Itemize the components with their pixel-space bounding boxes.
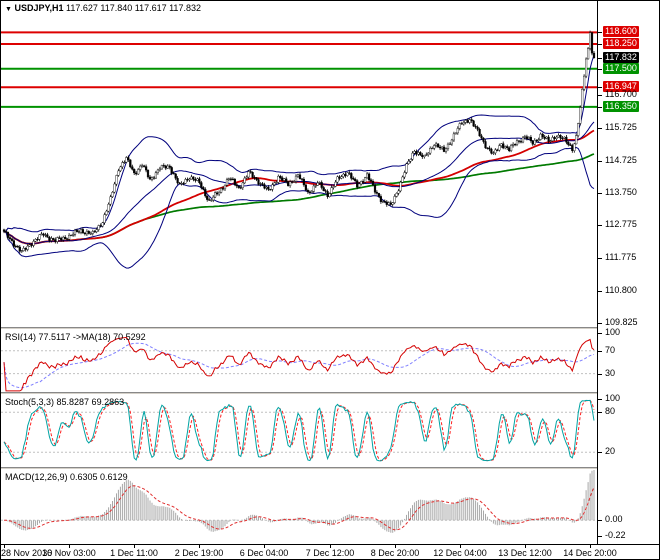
price-axis-label: 113.750: [605, 187, 637, 197]
chart-title: ▼ USDJPY,H1 117.627 117.840 117.617 117.…: [5, 3, 201, 13]
time-axis-label: 13 Dec 12:00: [498, 548, 552, 558]
ohlc-readout: 117.627 117.840 117.617 117.832: [66, 3, 201, 13]
time-tick-mark: [199, 545, 200, 548]
time-axis-label: 7 Dec 12:00: [305, 548, 355, 558]
axis-tick-mark: [598, 536, 602, 537]
time-tick-mark: [330, 545, 331, 548]
price-axis-label: 118.600: [603, 26, 639, 37]
axis-tick-mark: [598, 58, 602, 59]
time-axis-label: 12 Dec 04:00: [433, 548, 487, 558]
time-tick-mark: [590, 545, 591, 548]
price-axis-label: 0.00: [605, 514, 623, 524]
time-tick-mark: [395, 545, 396, 548]
axis-tick-mark: [598, 374, 602, 375]
axis-tick-mark: [598, 161, 602, 162]
rsi-indicator-label: RSI(14) 77.5117 ->MA(18) 70.5292: [5, 332, 146, 342]
axis-tick-mark: [598, 520, 602, 521]
axis-tick-mark: [598, 107, 602, 108]
axis-tick-mark: [598, 333, 602, 334]
axis-tick-mark: [598, 193, 602, 194]
axis-tick-mark: [598, 323, 602, 324]
time-tick-mark: [134, 545, 135, 548]
pane-separator[interactable]: [1, 327, 659, 330]
price-axis-label: 100: [605, 327, 621, 337]
price-axis[interactable]: 118.600 118.250 117.832 117.500 116.947 116.7…: [597, 1, 659, 544]
price-axis-label: 110.800: [605, 285, 637, 295]
price-axis-label: 30: [605, 368, 616, 378]
price-axis-label: 116.700: [605, 89, 637, 99]
price-axis-label: 116.350: [603, 101, 639, 112]
axis-tick-mark: [598, 32, 602, 33]
time-axis-label: 14 Dec 20:00: [563, 548, 617, 558]
axis-tick-mark: [598, 351, 602, 352]
time-axis-label: 2 Dec 19:00: [174, 548, 224, 558]
price-axis-label: 112.775: [605, 219, 637, 229]
price-axis-label: 20: [605, 446, 616, 456]
axis-tick-mark: [598, 95, 602, 96]
time-tick-mark: [4, 545, 5, 548]
price-axis-label: -0.22: [605, 530, 626, 540]
time-axis-label: 28 Nov 2016: [1, 548, 53, 558]
price-axis-label: 114.725: [605, 155, 637, 165]
time-tick-mark: [69, 545, 70, 548]
price-axis-label: 118.250: [603, 38, 639, 49]
symbol-timeframe-label: USDJPY,H1: [14, 3, 64, 13]
time-axis-label: 8 Dec 20:00: [370, 548, 420, 558]
axis-tick-mark: [598, 399, 602, 400]
time-axis-label: 1 Dec 11:00: [110, 548, 158, 558]
axis-tick-mark: [598, 87, 602, 88]
price-axis-label: 115.725: [605, 122, 637, 132]
axis-tick-mark: [598, 452, 602, 453]
axis-tick-mark: [598, 225, 602, 226]
macd-indicator-label: MACD(12,26,9) 0.6305 0.6129: [5, 472, 128, 482]
time-axis-label: 30 Nov 03:00: [42, 548, 96, 558]
time-tick-mark: [525, 545, 526, 548]
time-axis-label: 6 Dec 04:00: [239, 548, 289, 558]
price-axis-label: 111.775: [605, 252, 637, 262]
time-axis[interactable]: 28 Nov 2016 30 Nov 03:00 1 Dec 11:00 2 Dec …: [1, 544, 659, 559]
axis-tick-mark: [598, 44, 602, 45]
stochastic-indicator-label: Stoch(5,3,3) 85.8287 69.2863: [5, 397, 125, 407]
chart-marker-icon: ▼: [5, 6, 12, 13]
axis-tick-mark: [598, 69, 602, 70]
axis-tick-mark: [598, 412, 602, 413]
axis-tick-mark: [598, 128, 602, 129]
time-tick-mark: [460, 545, 461, 548]
stochastic-indicator-pane[interactable]: [1, 395, 597, 467]
pane-separator[interactable]: [1, 392, 659, 395]
price-axis-label: 109.825: [605, 317, 638, 327]
rsi-indicator-pane[interactable]: [1, 330, 597, 392]
price-axis-label: 117.832: [603, 52, 639, 63]
axis-tick-mark: [598, 258, 602, 259]
axis-tick-mark: [598, 291, 602, 292]
main-price-pane[interactable]: [1, 1, 597, 327]
price-axis-label: 80: [605, 406, 616, 416]
price-axis-label: 116.947: [603, 81, 639, 92]
price-axis-label: 70: [605, 345, 616, 355]
time-tick-mark: [264, 545, 265, 548]
macd-indicator-pane[interactable]: [1, 470, 597, 544]
price-axis-label: 117.500: [603, 63, 639, 74]
pane-separator[interactable]: [1, 467, 659, 470]
price-axis-label: 100: [605, 393, 621, 403]
